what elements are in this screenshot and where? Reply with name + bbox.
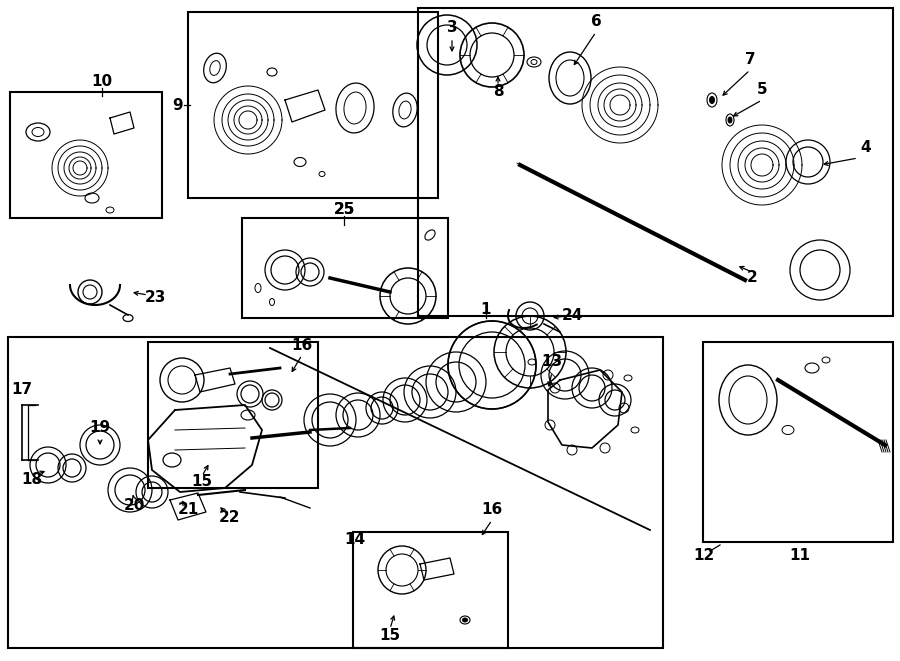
Text: 7: 7 [744, 52, 755, 67]
Text: 3: 3 [446, 20, 457, 36]
Bar [242, 218, 448, 318]
Polygon shape [110, 112, 134, 134]
Text: 10: 10 [92, 75, 112, 89]
Text: 16: 16 [482, 502, 502, 518]
Text: 5: 5 [757, 83, 768, 98]
Polygon shape [148, 405, 262, 492]
Text: 20: 20 [123, 498, 145, 512]
Text: 1: 1 [481, 303, 491, 317]
Bar [353, 532, 508, 648]
Bar [703, 342, 893, 542]
Text: 19: 19 [89, 420, 111, 436]
Ellipse shape [728, 117, 732, 123]
Text: 15: 15 [380, 627, 400, 642]
Ellipse shape [709, 97, 715, 104]
Text: 12: 12 [693, 549, 715, 563]
Text: 22: 22 [220, 510, 241, 525]
Polygon shape [548, 370, 622, 448]
Text: 25: 25 [333, 202, 355, 217]
Text: 8: 8 [492, 85, 503, 100]
Bar [418, 8, 893, 316]
Text: 16: 16 [292, 338, 312, 352]
Text: 14: 14 [345, 533, 365, 547]
Text: 9: 9 [173, 98, 184, 112]
Text: 15: 15 [192, 475, 212, 490]
Bar [10, 92, 162, 218]
Text: 2: 2 [747, 270, 758, 286]
Text: 6: 6 [590, 15, 601, 30]
Text: 13: 13 [542, 354, 562, 369]
Text: 17: 17 [12, 383, 32, 397]
Bar [148, 342, 318, 488]
Text: 23: 23 [144, 290, 166, 305]
Polygon shape [420, 558, 454, 580]
Ellipse shape [463, 618, 467, 622]
Polygon shape [195, 368, 235, 392]
Text: 11: 11 [789, 547, 811, 563]
Polygon shape [285, 90, 325, 122]
Text: 21: 21 [177, 502, 199, 518]
Polygon shape [170, 493, 206, 520]
Text: 25: 25 [333, 202, 355, 217]
Bar [188, 12, 438, 198]
Text: 18: 18 [22, 473, 42, 488]
Text: 4: 4 [860, 141, 871, 155]
Text: 24: 24 [562, 307, 582, 323]
Bar [8, 337, 663, 648]
